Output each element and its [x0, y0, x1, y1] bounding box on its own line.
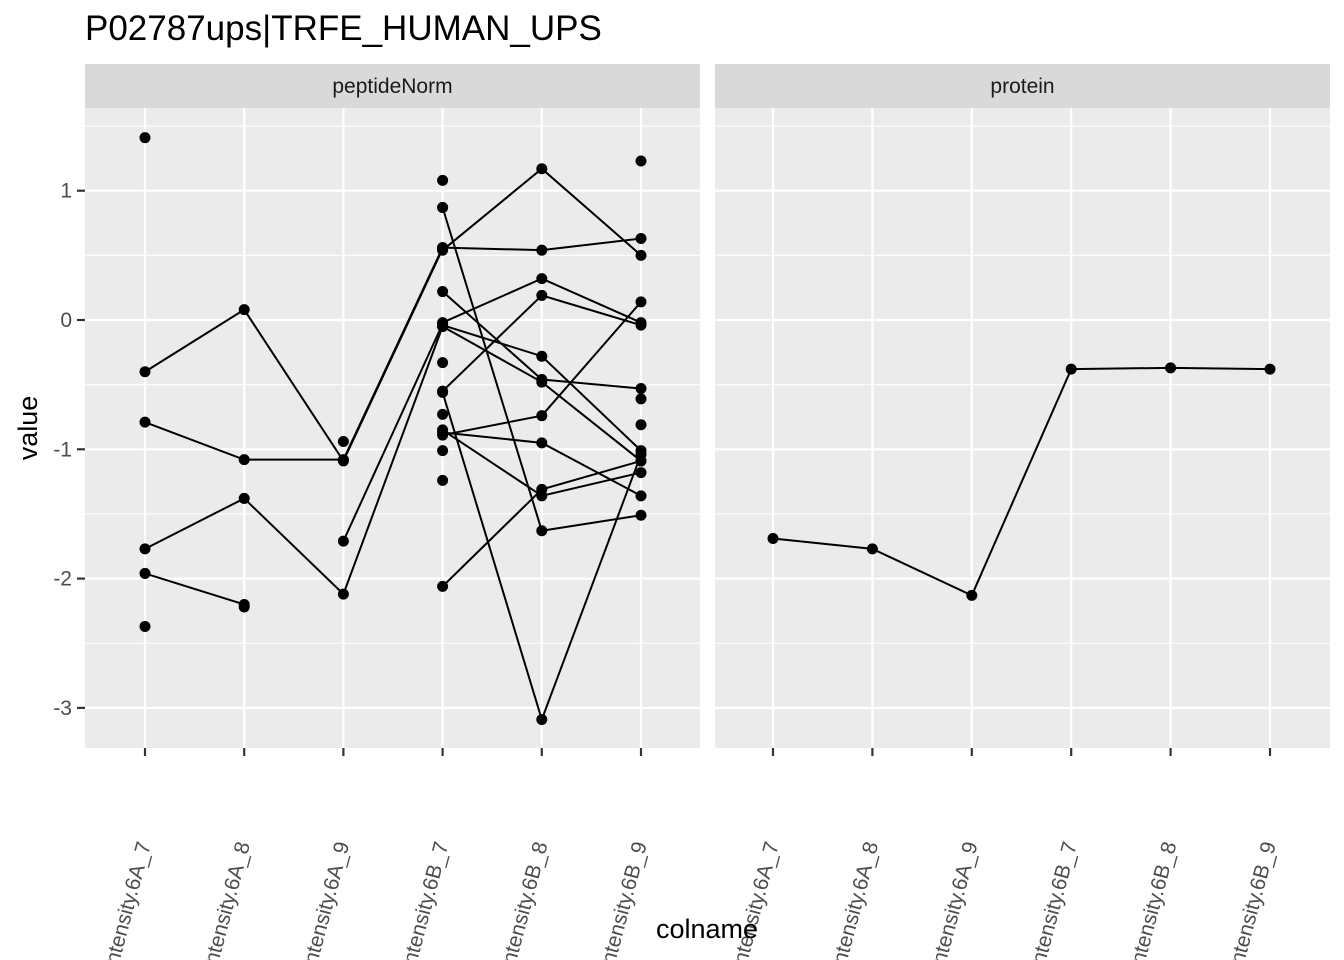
data-point [635, 455, 647, 467]
panel-background [715, 108, 1330, 748]
data-point [635, 233, 647, 245]
x-tick-label: Intensity.6A_9 [926, 839, 982, 960]
facet-strip-label: peptideNorm [332, 75, 452, 98]
data-point [866, 543, 878, 555]
panel-background [85, 108, 700, 748]
data-point [437, 320, 449, 332]
data-point [437, 426, 449, 438]
series-line [144, 572, 245, 606]
data-point [536, 163, 548, 175]
data-point [635, 393, 647, 405]
data-point [635, 296, 647, 308]
series-line [144, 247, 444, 461]
data-point [337, 436, 349, 448]
data-point [767, 533, 779, 545]
data-point [139, 543, 151, 555]
data-point [1065, 363, 1077, 375]
data-point [437, 474, 449, 486]
data-point [238, 454, 250, 466]
data-point [536, 289, 548, 301]
data-point [635, 467, 647, 479]
y-tick-label: -2 [53, 568, 72, 591]
x-tick-label: Intensity.6A_9 [298, 839, 354, 960]
data-point [635, 319, 647, 331]
data-point [437, 357, 449, 369]
data-point [337, 535, 349, 547]
x-tick-label: Intensity.6B_9 [596, 839, 652, 960]
data-point [437, 580, 449, 592]
data-point [337, 454, 349, 466]
x-tick-label: Intensity.6A_7 [100, 839, 156, 960]
x-tick-label: Intensity.6B_7 [397, 839, 453, 960]
data-point [238, 304, 250, 316]
data-point [139, 416, 151, 428]
data-point [966, 589, 978, 601]
x-tick-label: Intensity.6B_8 [496, 839, 552, 960]
data-point [635, 383, 647, 395]
data-point [536, 410, 548, 422]
data-point [536, 376, 548, 388]
y-tick-label: 0 [60, 309, 72, 332]
data-point [337, 588, 349, 600]
data-point [536, 350, 548, 362]
data-point [139, 366, 151, 378]
x-tick-label: Intensity.6A_8 [199, 839, 255, 960]
data-point [437, 244, 449, 256]
x-tick-label: Intensity.6A_8 [827, 839, 883, 960]
data-point [437, 286, 449, 298]
data-point [437, 174, 449, 186]
x-tick-label: Intensity.6B_7 [1026, 839, 1082, 960]
data-point [536, 483, 548, 495]
data-point [437, 202, 449, 214]
data-point [635, 249, 647, 261]
data-point [238, 601, 250, 613]
x-tick-label: Intensity.6B_9 [1225, 839, 1281, 960]
facet-strip-label: protein [990, 75, 1054, 98]
data-point [238, 492, 250, 504]
y-tick-label: -3 [53, 697, 72, 720]
facet-panel-protein: protein [715, 64, 1330, 748]
facet-panel-peptideNorm: peptideNorm [85, 64, 700, 748]
data-point [635, 419, 647, 431]
x-axis-title: colname [656, 914, 758, 944]
data-point [635, 155, 647, 167]
series-line [144, 326, 444, 596]
y-tick-label: -1 [53, 438, 72, 461]
y-axis-title: value [13, 396, 43, 461]
data-point [437, 386, 449, 398]
data-point [139, 132, 151, 144]
facet-strip [715, 64, 1330, 108]
series-line [342, 323, 444, 542]
chart-title: P02787ups|TRFE_HUMAN_UPS [85, 9, 602, 48]
data-point [635, 509, 647, 521]
y-tick-label: 1 [60, 180, 72, 203]
data-point [437, 408, 449, 420]
series-line [772, 366, 1271, 597]
data-point [536, 525, 548, 537]
data-point [1165, 362, 1177, 374]
data-point [139, 620, 151, 632]
x-tick-label: Intensity.6B_8 [1125, 839, 1181, 960]
data-point [1264, 363, 1276, 375]
data-point [536, 244, 548, 256]
facet-strip [85, 64, 700, 108]
data-point [536, 437, 548, 449]
data-point [536, 714, 548, 726]
data-point [139, 567, 151, 579]
data-point [635, 490, 647, 502]
data-point [536, 273, 548, 285]
data-point [437, 445, 449, 457]
